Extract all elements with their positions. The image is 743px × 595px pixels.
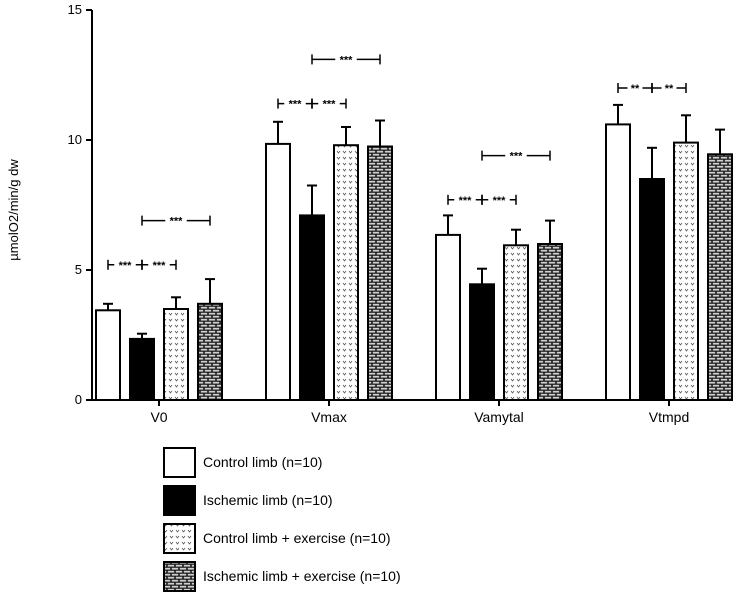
- y-tick-label: 15: [68, 2, 82, 17]
- bar: [367, 145, 393, 401]
- significance-label: ***: [493, 195, 507, 207]
- legend-item: Ischemic limb (n=10): [163, 481, 401, 519]
- legend-label: Ischemic limb + exercise (n=10): [203, 568, 401, 584]
- significance-label-bg: [165, 214, 187, 227]
- legend-label: Control limb + exercise (n=10): [203, 530, 391, 546]
- significance-label-bg: [488, 193, 510, 206]
- bar: [163, 308, 189, 401]
- significance-label: **: [665, 83, 674, 95]
- legend-item: Control limb (n=10): [163, 443, 401, 481]
- significance-label-bg: [454, 193, 476, 206]
- legend-label: Control limb (n=10): [203, 454, 323, 470]
- legend-swatch: [163, 560, 196, 592]
- significance-label: ***: [340, 54, 354, 66]
- y-axis-title: µmolO2/min/g dw: [6, 159, 21, 261]
- bar: [333, 144, 359, 401]
- legend-item: Ischemic limb + exercise (n=10): [163, 557, 401, 595]
- significance-label-bg: [318, 97, 340, 110]
- significance-label-bg: [627, 82, 643, 94]
- legend-swatch: [163, 522, 196, 554]
- y-tick-label: 5: [75, 262, 82, 277]
- legend-label: Ischemic limb (n=10): [203, 492, 333, 508]
- significance-label: **: [631, 83, 640, 95]
- bar: [605, 123, 631, 402]
- bar: [469, 283, 495, 401]
- bar: [197, 302, 223, 401]
- significance-label: ***: [170, 216, 184, 228]
- significance-label-bg: [148, 258, 170, 271]
- legend-swatch-fill: [163, 446, 196, 478]
- bar: [503, 244, 529, 401]
- bar: [435, 233, 461, 401]
- significance-label-bg: [335, 53, 357, 66]
- significance-label: ***: [459, 195, 473, 207]
- legend-swatch-fill: [163, 522, 196, 554]
- bar: [707, 153, 733, 401]
- bar-chart: µmolO2/min/g dw 0 5 10 15 V0 Vmax Vamytal Vtmpd…: [6, 2, 733, 425]
- significance-label-bg: [505, 149, 527, 162]
- significance-label: ***: [289, 99, 303, 111]
- significance-label: ***: [510, 151, 524, 163]
- legend-swatch: [163, 446, 196, 478]
- significance-label-bg: [661, 82, 677, 94]
- legend-swatch-fill: [163, 560, 196, 592]
- y-tick-label: 0: [75, 392, 82, 407]
- bar: [95, 309, 121, 401]
- x-category-label: Vmax: [311, 409, 347, 425]
- bar: [673, 141, 699, 401]
- legend-swatch-fill: [163, 484, 196, 516]
- x-category-label: V0: [150, 409, 167, 425]
- significance-label: ***: [119, 260, 133, 272]
- significance-label-bg: [284, 97, 306, 110]
- y-tick-label: 10: [68, 132, 82, 147]
- bar: [265, 142, 291, 401]
- bar: [299, 214, 325, 401]
- legend-swatch: [163, 484, 196, 516]
- bar: [639, 178, 665, 401]
- significance-label-bg: [114, 258, 136, 271]
- bar: [129, 337, 155, 401]
- bar: [537, 243, 563, 401]
- x-category-label: Vamytal: [474, 409, 524, 425]
- significance-label: ***: [153, 260, 167, 272]
- legend-item: Control limb + exercise (n=10): [163, 519, 401, 557]
- significance-label: ***: [323, 99, 337, 111]
- legend: Control limb (n=10) Ischemic limb (n=10) C…: [163, 443, 401, 595]
- x-category-label: Vtmpd: [649, 409, 689, 425]
